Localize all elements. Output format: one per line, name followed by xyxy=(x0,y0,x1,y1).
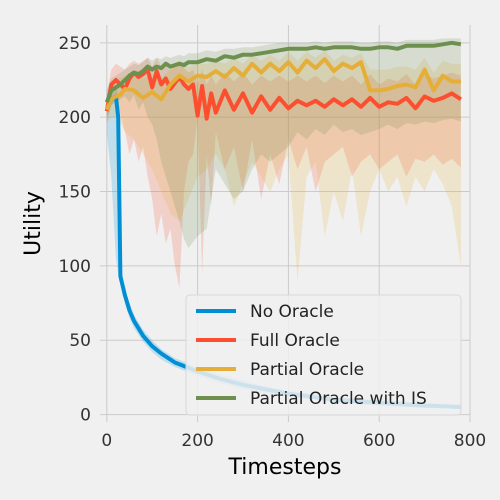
x-axis-label: Timesteps xyxy=(228,455,342,480)
y-tick-label: 250 xyxy=(59,34,91,54)
y-tick-label: 150 xyxy=(59,183,91,203)
x-tick-label: 400 xyxy=(272,431,304,451)
legend: No Oracle Full Oracle Partial Oracle Partia… xyxy=(185,294,462,416)
y-tick-labels: 0 50 100 150 200 250 xyxy=(59,34,91,426)
line-series-3 xyxy=(104,40,462,104)
legend-label: Partial Oracle xyxy=(250,360,364,380)
grid-lines xyxy=(100,25,471,422)
line-series-1 xyxy=(104,67,462,121)
y-axis-label: Utility xyxy=(21,191,46,256)
band-series-1 xyxy=(106,57,461,289)
y-tick-label: 200 xyxy=(59,108,91,128)
legend-label: Partial Oracle with IS xyxy=(250,389,427,409)
y-tick-label: 100 xyxy=(59,257,91,277)
line-series-2 xyxy=(104,57,461,111)
legend-label: No Oracle xyxy=(250,302,334,322)
y-tick-label: 0 xyxy=(80,406,91,426)
legend-label: Full Oracle xyxy=(250,331,340,351)
x-tick-labels: 0 200 400 600 800 xyxy=(101,431,486,451)
x-tick-label: 600 xyxy=(363,431,395,451)
legend-box xyxy=(185,294,462,416)
x-tick-label: 200 xyxy=(181,431,213,451)
x-tick-label: 0 xyxy=(101,431,112,451)
y-tick-label: 50 xyxy=(69,331,91,351)
x-tick-label: 800 xyxy=(454,431,486,451)
